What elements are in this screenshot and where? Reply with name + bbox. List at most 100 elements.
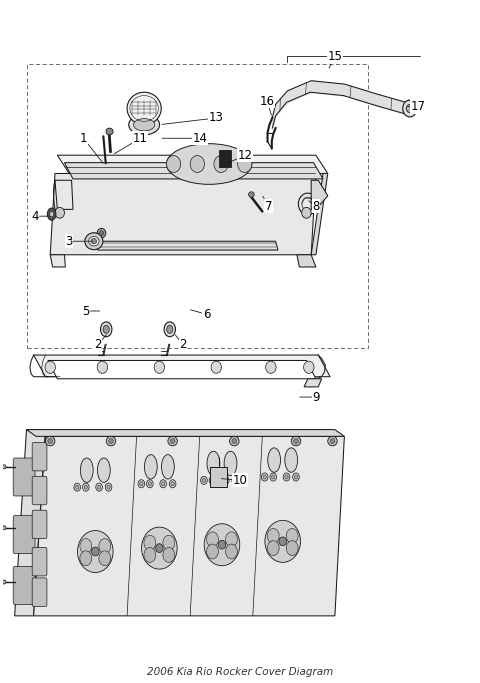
Polygon shape [34, 355, 330, 377]
Ellipse shape [2, 580, 6, 584]
Text: 9: 9 [312, 391, 320, 404]
Ellipse shape [209, 476, 216, 484]
Ellipse shape [163, 535, 175, 550]
Ellipse shape [163, 548, 175, 562]
Polygon shape [304, 379, 322, 387]
Ellipse shape [211, 361, 221, 374]
Ellipse shape [89, 236, 99, 246]
Ellipse shape [270, 473, 276, 481]
Ellipse shape [224, 451, 237, 475]
Ellipse shape [170, 438, 175, 443]
Ellipse shape [107, 485, 110, 489]
Polygon shape [64, 163, 323, 179]
Ellipse shape [55, 208, 64, 218]
Ellipse shape [45, 361, 56, 374]
Ellipse shape [91, 238, 96, 244]
Text: 6: 6 [203, 308, 211, 321]
Ellipse shape [144, 548, 156, 562]
Text: 10: 10 [233, 474, 247, 487]
Ellipse shape [218, 540, 226, 549]
Ellipse shape [156, 544, 163, 553]
Ellipse shape [2, 465, 6, 469]
Ellipse shape [202, 478, 205, 482]
Ellipse shape [97, 458, 110, 482]
Ellipse shape [214, 156, 228, 173]
Ellipse shape [160, 479, 167, 488]
Text: 5: 5 [82, 305, 89, 318]
Ellipse shape [272, 475, 275, 479]
Ellipse shape [294, 438, 299, 443]
Ellipse shape [77, 531, 113, 572]
Ellipse shape [190, 156, 204, 173]
Ellipse shape [80, 458, 93, 482]
Ellipse shape [283, 473, 290, 481]
Ellipse shape [268, 448, 281, 472]
Ellipse shape [154, 361, 165, 374]
Ellipse shape [46, 436, 55, 446]
Ellipse shape [303, 361, 314, 374]
Ellipse shape [133, 119, 155, 131]
Polygon shape [50, 173, 316, 255]
Ellipse shape [224, 478, 228, 482]
Ellipse shape [161, 482, 165, 486]
Polygon shape [50, 255, 65, 267]
Text: 7: 7 [264, 199, 272, 212]
Ellipse shape [206, 532, 218, 547]
Ellipse shape [76, 485, 79, 489]
Ellipse shape [406, 104, 413, 113]
Ellipse shape [206, 544, 218, 559]
Ellipse shape [265, 361, 276, 374]
Text: 15: 15 [327, 51, 342, 64]
Ellipse shape [167, 325, 173, 333]
Ellipse shape [232, 438, 237, 443]
Ellipse shape [2, 526, 6, 530]
Polygon shape [57, 155, 328, 173]
Text: 16: 16 [260, 94, 275, 107]
Ellipse shape [99, 539, 111, 553]
Ellipse shape [299, 193, 317, 215]
Polygon shape [311, 180, 328, 210]
FancyBboxPatch shape [32, 476, 47, 505]
Ellipse shape [222, 476, 229, 484]
Ellipse shape [328, 436, 337, 446]
Ellipse shape [106, 128, 113, 135]
Text: 11: 11 [133, 132, 148, 145]
Ellipse shape [286, 541, 298, 555]
Ellipse shape [171, 482, 174, 486]
Ellipse shape [97, 361, 108, 374]
Ellipse shape [403, 100, 417, 117]
Text: 3: 3 [65, 235, 73, 248]
Ellipse shape [301, 208, 311, 218]
Bar [219, 150, 231, 167]
Bar [26, 64, 368, 348]
Text: 1: 1 [80, 132, 87, 145]
Ellipse shape [74, 483, 81, 491]
Ellipse shape [97, 228, 106, 238]
Ellipse shape [207, 451, 220, 475]
Ellipse shape [330, 438, 335, 443]
Ellipse shape [80, 539, 92, 553]
Polygon shape [55, 180, 73, 210]
Ellipse shape [99, 231, 104, 236]
Ellipse shape [105, 483, 112, 491]
Ellipse shape [108, 438, 113, 443]
Ellipse shape [96, 483, 102, 491]
Text: 12: 12 [237, 149, 252, 162]
Ellipse shape [83, 483, 89, 491]
Ellipse shape [204, 524, 240, 566]
Ellipse shape [294, 475, 298, 479]
Ellipse shape [84, 485, 87, 489]
Ellipse shape [291, 436, 301, 446]
Text: 17: 17 [410, 100, 425, 113]
Ellipse shape [168, 436, 178, 446]
Ellipse shape [267, 541, 279, 555]
Ellipse shape [167, 143, 252, 184]
Ellipse shape [249, 192, 254, 197]
Ellipse shape [92, 547, 99, 556]
Ellipse shape [127, 92, 161, 125]
FancyBboxPatch shape [32, 510, 47, 539]
Ellipse shape [100, 322, 112, 337]
FancyBboxPatch shape [13, 458, 35, 496]
Ellipse shape [293, 473, 300, 481]
Ellipse shape [234, 478, 237, 482]
